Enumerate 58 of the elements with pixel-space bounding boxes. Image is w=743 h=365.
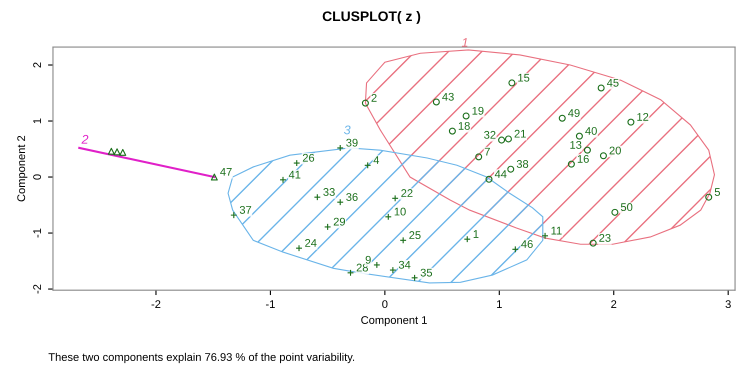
y-tick-label: 0 <box>33 174 42 180</box>
annotation: 2 <box>372 94 377 102</box>
annotation: 5 <box>714 188 720 196</box>
annotation: 13 <box>570 141 582 149</box>
annotation: 15 <box>518 74 530 82</box>
annotation: 29 <box>334 218 346 226</box>
annotation: 18 <box>458 122 470 130</box>
annotation: 1 <box>474 230 478 238</box>
annotation: 43 <box>442 92 454 101</box>
chart-title: CLUSPLOT( z ) <box>322 10 420 24</box>
annotation: 12 <box>637 112 648 121</box>
annotation: 50 <box>620 203 632 212</box>
y-tick-label: 2 <box>33 62 41 68</box>
x-tick-label: 3 <box>726 300 731 308</box>
annotation: 22 <box>401 189 413 197</box>
annotation: 34 <box>398 260 410 269</box>
y-tick-label: -1 <box>33 228 41 238</box>
annotation: 36 <box>346 193 358 201</box>
annotation: 45 <box>606 78 619 87</box>
annotation: 9 <box>366 256 371 264</box>
annotation: 2 <box>81 134 88 144</box>
x-tick-label: 2 <box>611 300 616 308</box>
y-axis-title: Component 2 <box>17 136 28 202</box>
y-tick-label: 1 <box>33 118 41 124</box>
x-tick-label: -2 <box>152 300 160 308</box>
x-tick-label: -1 <box>266 300 275 308</box>
annotation: 20 <box>610 146 621 154</box>
annotation: 19 <box>472 106 484 115</box>
x-tick-label: 0 <box>382 300 388 308</box>
annotation: 32 <box>484 130 496 139</box>
annotation: 7 <box>484 148 490 156</box>
annotation: 41 <box>288 170 300 178</box>
annotation: 33 <box>323 188 335 196</box>
annotation: 40 <box>585 126 597 135</box>
annotation: 47 <box>220 168 232 176</box>
annotation: 25 <box>409 231 421 240</box>
annotation: 4 <box>374 156 380 164</box>
annotation: 23 <box>599 234 611 242</box>
annotation: 46 <box>521 240 533 248</box>
x-tick-label: 1 <box>497 300 502 308</box>
annotation: 35 <box>420 268 432 277</box>
annotation: 1 <box>462 38 468 47</box>
annotation: 38 <box>516 160 528 168</box>
annotation: 44 <box>494 170 507 178</box>
annotation: 49 <box>568 109 580 117</box>
annotation: 21 <box>514 130 526 138</box>
annotation: 10 <box>394 208 406 216</box>
text: These two components explain 76.93 % of the point variability. <box>48 352 354 364</box>
annotation: 16 <box>578 155 589 163</box>
annotation: 26 <box>302 154 314 162</box>
y-tick-label: -2 <box>33 284 41 294</box>
annotation: 3 <box>344 125 351 134</box>
annotation: 24 <box>305 239 317 247</box>
annotation: 37 <box>240 206 252 214</box>
x-axis-title: Component 1 <box>361 316 427 326</box>
annotation: 11 <box>551 226 562 234</box>
annotation: 39 <box>346 138 358 147</box>
annotation: 28 <box>356 264 368 272</box>
